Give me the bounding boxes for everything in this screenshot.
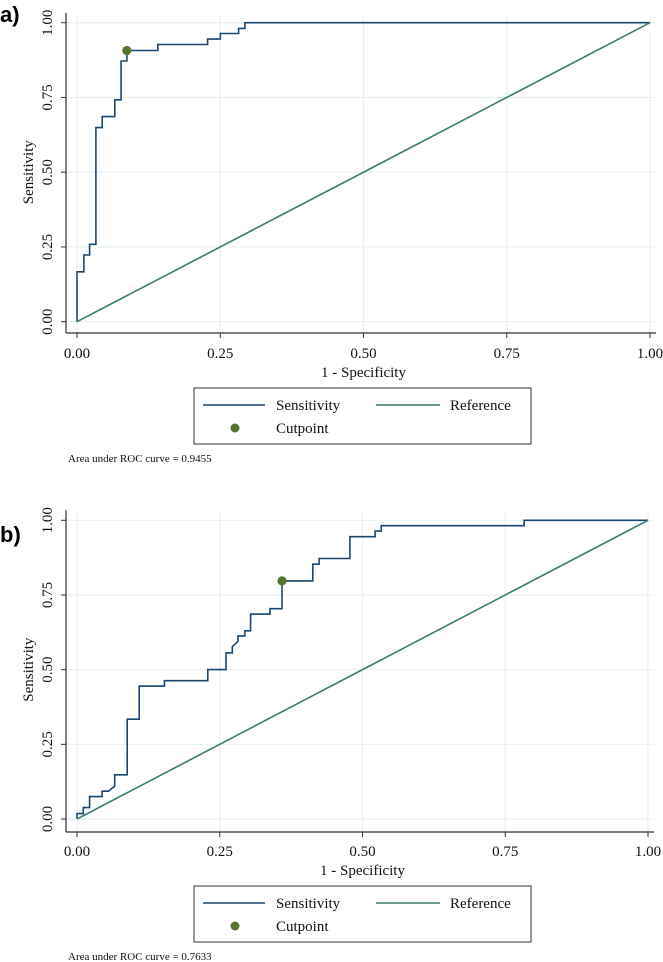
y-tick-label: 0.50 <box>40 159 56 185</box>
legend-reference-label: Reference <box>450 398 511 414</box>
legend-box <box>193 387 532 445</box>
y-tick-label: 0.75 <box>40 84 56 110</box>
reference-line <box>76 519 649 820</box>
x-tick-label: 0.25 <box>207 844 233 860</box>
sensitivity-curve <box>76 21 650 322</box>
cutpoint-marker <box>277 576 287 586</box>
y-axis-title: Sensitivity <box>21 637 37 702</box>
y-tick-label: 0.50 <box>40 657 56 683</box>
cutpoint-marker <box>122 46 132 56</box>
x-tick-label: 0.75 <box>492 844 518 860</box>
x-tick-label: 0.75 <box>494 346 520 362</box>
x-tick-label: 0.50 <box>349 844 375 860</box>
legend-cutpoint-label: Cutpoint <box>276 919 329 935</box>
y-tick-label: 0.25 <box>40 731 56 757</box>
legend-cutpoint-swatch <box>230 921 240 931</box>
y-axis-title: Sensitivity <box>21 140 37 205</box>
x-axis-title: 1 - Specificity <box>321 365 406 381</box>
y-tick-label: 0.00 <box>40 309 56 335</box>
roc-panel-b: b) 0.00 0.00 0.25 0.25 0.50 0.50 0.75 0.75 1.00 1.… <box>0 507 661 962</box>
panel-label: b) <box>0 522 21 547</box>
legend-sensitivity-label: Sensitivity <box>276 896 341 912</box>
legend-sensitivity-label: Sensitivity <box>276 398 341 414</box>
legend-reference-label: Reference <box>450 896 511 912</box>
y-tick-label: 1.00 <box>40 10 56 36</box>
x-tick-label: 1.00 <box>635 844 661 860</box>
y-tick-label: 0.25 <box>40 234 56 260</box>
panel-label: a) <box>0 2 20 27</box>
x-axis-title: 1 - Specificity <box>320 863 405 879</box>
x-tick-label: 0.00 <box>64 346 90 362</box>
y-tick-label: 1.00 <box>40 507 56 533</box>
roc-panel-a: a) 0.00 0.00 0.25 0.25 0.50 0.50 0.75 0.75 1.00 1.… <box>0 2 663 465</box>
auc-note: Area under ROC curve = 0.9455 <box>68 453 212 465</box>
sensitivity-curve <box>76 519 648 819</box>
y-tick-label: 0.00 <box>40 806 56 832</box>
legend-cutpoint-swatch <box>230 423 240 433</box>
x-tick-label: 0.50 <box>350 346 376 362</box>
auc-note: Area under ROC curve = 0.7633 <box>68 951 212 962</box>
legend: Sensitivity Reference Cutpoint <box>193 885 532 943</box>
legend-cutpoint-label: Cutpoint <box>276 421 329 437</box>
x-tick-label: 0.00 <box>64 844 90 860</box>
y-tick-label: 0.75 <box>40 582 56 608</box>
reference-line <box>76 21 651 323</box>
legend-box <box>193 885 532 943</box>
legend: Sensitivity Reference Cutpoint <box>193 387 532 445</box>
x-tick-label: 1.00 <box>637 346 663 362</box>
x-tick-label: 0.25 <box>207 346 233 362</box>
